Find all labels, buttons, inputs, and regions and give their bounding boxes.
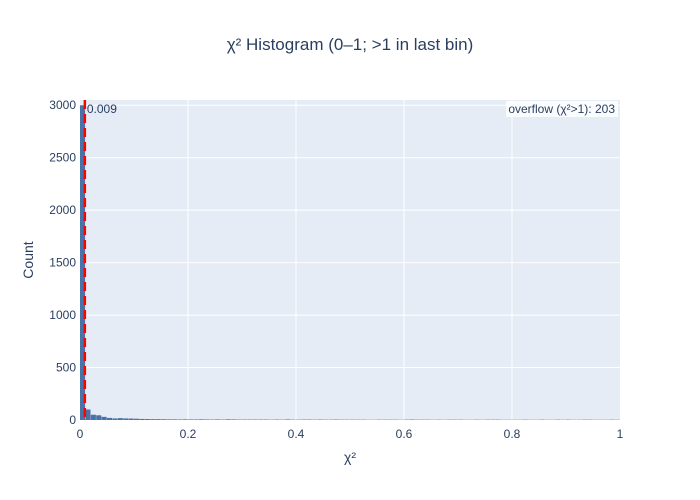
overflow-annotation: overflow (χ²>1): 203 — [506, 101, 618, 117]
histogram-bar — [150, 419, 156, 420]
plot-area — [80, 100, 620, 420]
histogram-bar — [107, 417, 113, 420]
x-tick-label: 0 — [77, 427, 84, 441]
histogram-bar — [139, 418, 145, 420]
gridlines — [80, 100, 620, 420]
y-tick-label: 500 — [56, 361, 76, 375]
chart-title: χ² Histogram (0–1; >1 in last bin) — [227, 35, 474, 54]
y-tick-label: 2500 — [49, 151, 76, 165]
threshold-label: 0.009 — [87, 102, 117, 116]
histogram-bar — [155, 419, 161, 420]
histogram-bar — [188, 419, 194, 420]
x-tick-label: 0.4 — [288, 427, 305, 441]
histogram-bar — [134, 418, 140, 420]
y-axis-title: Count — [20, 241, 36, 278]
y-axis-ticks: 0 500 1000 1500 2000 2500 3000 — [49, 98, 76, 427]
histogram-bar — [112, 418, 118, 420]
histogram-bar — [198, 419, 204, 420]
y-tick-label: 0 — [69, 413, 76, 427]
histogram-bar — [231, 419, 237, 420]
histogram-bar — [144, 419, 150, 420]
histogram-bar — [96, 415, 102, 420]
histogram-bar — [161, 419, 167, 420]
histogram-bar — [80, 105, 86, 420]
histogram-bar — [171, 419, 177, 420]
x-axis-title: χ² — [344, 449, 356, 465]
overflow-annotation-text: overflow (χ²>1): 203 — [508, 102, 615, 116]
histogram-bar — [225, 419, 231, 420]
y-tick-label: 2000 — [49, 203, 76, 217]
histogram-bar — [85, 409, 91, 420]
histogram-bar — [182, 419, 188, 420]
x-tick-label: 1 — [617, 427, 624, 441]
x-tick-label: 0.6 — [396, 427, 413, 441]
histogram-bar — [166, 419, 172, 420]
histogram-bar — [128, 418, 134, 420]
x-axis-ticks: 0 0.2 0.4 0.6 0.8 1 — [77, 427, 624, 441]
threshold-marker: 0.009 — [83, 100, 117, 420]
x-tick-label: 0.8 — [504, 427, 521, 441]
histogram-bar — [215, 419, 221, 420]
histogram-bar — [123, 418, 129, 420]
histogram-bar — [204, 419, 210, 420]
y-tick-label: 3000 — [49, 98, 76, 112]
y-tick-label: 1500 — [49, 256, 76, 270]
histogram-bar — [177, 419, 183, 420]
histogram-bar — [193, 419, 199, 420]
histogram-bars — [80, 105, 620, 420]
histogram-bar — [90, 414, 96, 420]
x-tick-label: 0.2 — [180, 427, 197, 441]
y-tick-label: 1000 — [49, 308, 76, 322]
histogram-bar — [101, 416, 107, 420]
overflow-annotation-bg — [506, 101, 618, 117]
histogram-bar — [285, 419, 291, 420]
histogram-bar — [117, 418, 123, 420]
